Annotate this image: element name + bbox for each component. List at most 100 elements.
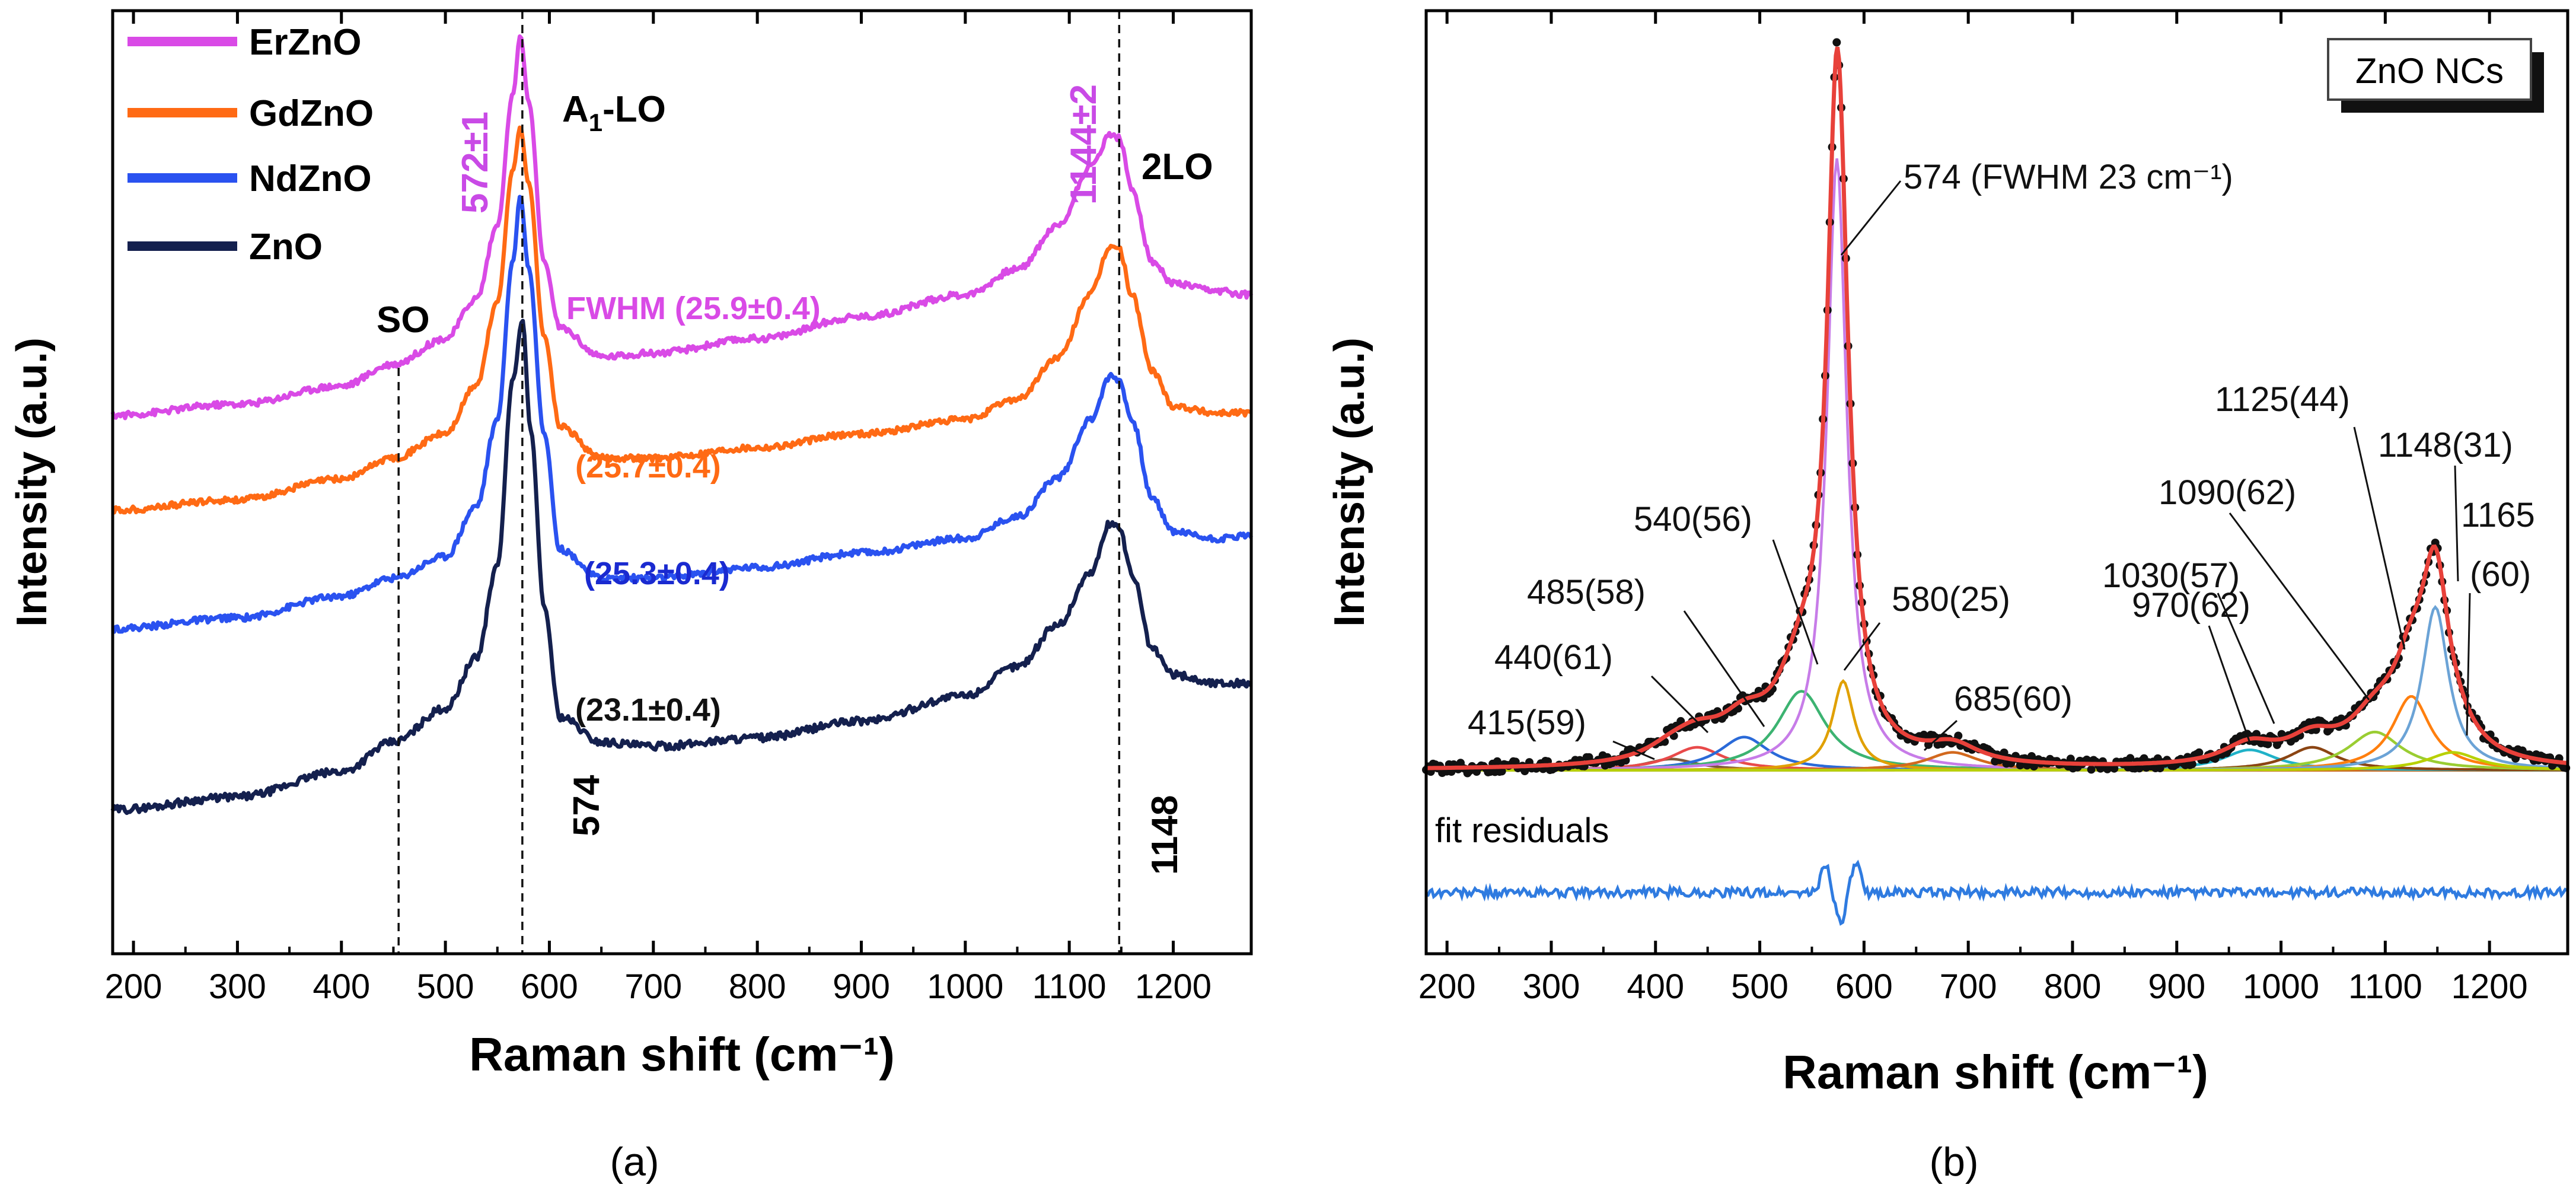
- panel-a-legend: ErZnO GdZnO NdZnO ZnO: [127, 22, 374, 268]
- peak-label-pointer: [1840, 180, 1902, 256]
- panel-a-plot-frame: [111, 9, 1253, 956]
- panel-b-caption: (b): [1929, 1139, 1978, 1184]
- panel-a-series-group: [110, 34, 1254, 816]
- x1148-label: 1148: [1144, 795, 1185, 875]
- peak-label-580: 580(25): [1892, 580, 2010, 619]
- panel-a-caption-text: (a): [610, 1139, 659, 1184]
- panel-b-x-tick-label: 800: [2044, 967, 2102, 1006]
- panel-b-x-tick-label: 500: [1731, 967, 1788, 1006]
- data-point: [2110, 764, 2119, 773]
- peak-label-1148: 1148(31): [2378, 426, 2513, 464]
- peak-label-pointer: [2353, 426, 2406, 650]
- peak-label-pointer: [2217, 593, 2275, 724]
- panel-a-x-tick-label: 800: [729, 967, 786, 1006]
- panel-a-x-ticks: 200 300 400 500 600 700 800 900 1000 1100 1200: [105, 11, 1212, 1006]
- panel-b-plot-frame: [1424, 9, 2569, 956]
- panel-a-x-tick-label: 200: [105, 967, 162, 1006]
- panel-b-x-tick-label: 1100: [2348, 967, 2422, 1006]
- legend-label-ndzno: NdZnO: [249, 158, 372, 199]
- a1lo-label-main: A: [562, 89, 589, 130]
- peak-label-pointer: [1650, 675, 1709, 734]
- box-label: ZnO NCs: [2355, 51, 2504, 91]
- peak-label-pointer: [1772, 539, 1819, 665]
- panel-b-label-pointers: [1612, 180, 2471, 760]
- panel-b-x-ticks: 200 300 400 500 600 700 800 900 1000 1100 1200: [1418, 11, 2528, 1006]
- panel-a-x-axis-label: Raman shift (cm⁻¹): [469, 1028, 895, 1081]
- peak-label-440: 440(61): [1494, 638, 1613, 677]
- panel-b-x-tick-label: 400: [1627, 967, 1684, 1006]
- data-point: [2126, 754, 2135, 763]
- peak-label-1090: 1090(62): [2159, 473, 2296, 512]
- panel-b-x-tick-label: 600: [1835, 967, 1893, 1006]
- panel-a-x-tick-label: 700: [624, 967, 682, 1006]
- peak-label-pointer: [2466, 593, 2471, 736]
- data-point: [1954, 731, 1963, 740]
- box-label-frame: [2327, 38, 2532, 101]
- twolo-label: 2LO: [1142, 147, 1213, 187]
- data-point: [2252, 730, 2261, 738]
- panel-a-x-tick-label: 500: [417, 967, 474, 1006]
- series-line-zno: [110, 319, 1253, 816]
- peak-label-970: 970(62): [2132, 586, 2250, 625]
- panel-a-x-tick-label: 300: [209, 967, 266, 1006]
- residual-curve: [1426, 859, 2568, 926]
- fwhm-erzno: FWHM (25.9±0.4): [566, 291, 821, 326]
- a1lo-label-rest: -LO: [602, 89, 666, 130]
- so-label: SO: [377, 300, 430, 340]
- data-point: [1924, 740, 1933, 749]
- peak-label-1165-width: (60): [2470, 555, 2531, 594]
- data-point: [2016, 761, 2025, 770]
- panel-b-x-tick-label: 900: [2148, 967, 2205, 1006]
- panel-b-fit-curve-group: [1426, 46, 2568, 770]
- panel-a: 200 300 400 500 600 700 800 900 1000 1100 1200 ErZ…: [8, 9, 1254, 1184]
- peak-label-pointer: [1843, 622, 1881, 671]
- a1lo-label: A1-LO: [562, 89, 666, 136]
- series-line-gdzno: [112, 125, 1252, 515]
- residual-label: fit residuals: [1435, 811, 1609, 850]
- fwhm-ndzno: (25.3±0.4): [584, 556, 730, 591]
- legend-label-gdzno: GdZnO: [249, 93, 374, 134]
- peak-label-pointer: [1683, 610, 1765, 727]
- panel-a-reference-lines: [397, 11, 1121, 954]
- panel-b-caption-text: (b): [1929, 1139, 1978, 1184]
- panel-a-x-tick-label: 600: [521, 967, 578, 1006]
- peak-label-1125: 1125(44): [2215, 380, 2350, 419]
- fwhm-zno: (23.1±0.4): [575, 692, 721, 728]
- peak-label-485: 485(58): [1527, 573, 1646, 612]
- a1lo-label-sub: 1: [589, 109, 602, 136]
- panel-b: 415(59) 440(61) 485(58) 540(56) 574 (FWHM 23…: [1326, 9, 2571, 1184]
- data-point: [1511, 757, 1520, 766]
- x574-label: 574: [566, 775, 607, 836]
- peak-label-pointer: [2454, 465, 2459, 582]
- series-line-erzno: [110, 34, 1254, 421]
- data-point: [2135, 764, 2144, 773]
- peak-label-540: 540(56): [1634, 500, 1752, 539]
- peak-component-1165: [1426, 751, 2567, 772]
- panel-a-caption: (a): [610, 1139, 659, 1184]
- peak-label-pointer: [2229, 512, 2370, 700]
- peak-label-pointer: [2208, 625, 2252, 745]
- panel-a-x-tick-label: 1000: [927, 967, 1003, 1006]
- peak-label-pointer: [1612, 740, 1655, 760]
- data-point: [2066, 754, 2075, 763]
- panel-b-x-tick-label: 200: [1418, 967, 1476, 1006]
- legend-label-zno: ZnO: [249, 227, 323, 268]
- data-point: [2263, 740, 2272, 749]
- panel-b-x-tick-label: 700: [1940, 967, 1997, 1006]
- series-line-ndzno: [111, 195, 1253, 634]
- data-point: [1832, 38, 1841, 47]
- panel-b-peak-labels: 415(59) 440(61) 485(58) 540(56) 574 (FWHM 23…: [1468, 158, 2535, 742]
- panel-b-x-tick-label: 1200: [2451, 967, 2528, 1006]
- panel-b-x-axis-label: Raman shift (cm⁻¹): [1783, 1046, 2208, 1098]
- panel-b-y-axis-label: Intensity (a.u.): [1326, 337, 1373, 627]
- peak-label-685: 685(60): [1954, 680, 2073, 718]
- fwhm-gdzno: (25.7±0.4): [575, 449, 721, 485]
- peak-label-1144: 1144±2: [1063, 84, 1104, 205]
- panel-a-x-tick-label: 1200: [1135, 967, 1212, 1006]
- panel-b-x-tick-label: 1000: [2243, 967, 2319, 1006]
- panel-b-x-tick-label: 300: [1523, 967, 1580, 1006]
- data-point: [2087, 765, 2096, 774]
- peak-label-572: 572±1: [455, 112, 496, 214]
- data-point: [2195, 748, 2204, 757]
